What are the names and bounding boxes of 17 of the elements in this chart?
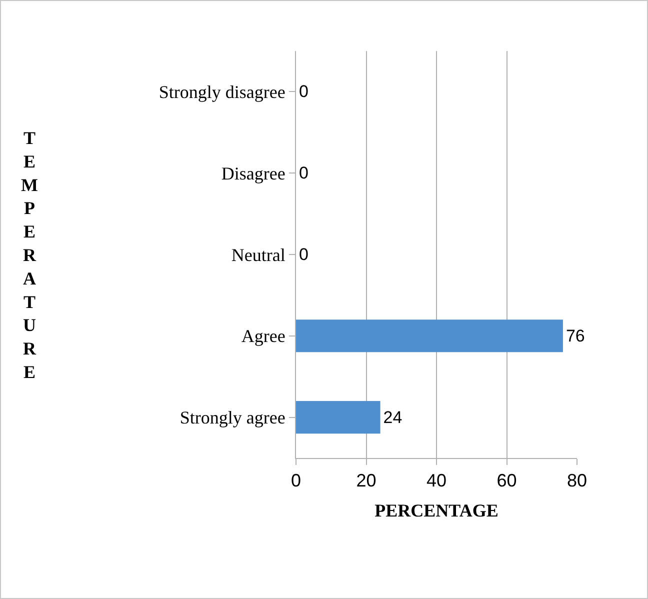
data-label: 0 <box>299 82 308 102</box>
y-tick-label: Neutral <box>231 244 286 265</box>
x-tick-label: 40 <box>426 470 447 491</box>
y-tick-label: Strongly disagree <box>158 82 286 102</box>
data-label: 24 <box>383 408 402 427</box>
data-label: 0 <box>299 245 308 264</box>
y-tick-label: Disagree <box>221 163 286 184</box>
y-tick-label: Strongly agree <box>180 408 286 428</box>
text: TEMPERATURE <box>21 128 38 382</box>
x-tick-label: 80 <box>566 470 588 491</box>
x-axis-title: PERCENTAGE <box>374 500 498 521</box>
x-tick-label: 20 <box>356 470 376 491</box>
x-tick-label: 60 <box>496 470 517 491</box>
data-label: 76 <box>566 326 585 346</box>
y-tick-label: Agree <box>241 326 286 346</box>
data-label: 0 <box>299 164 308 183</box>
x-tick-label: 0 <box>290 470 302 491</box>
